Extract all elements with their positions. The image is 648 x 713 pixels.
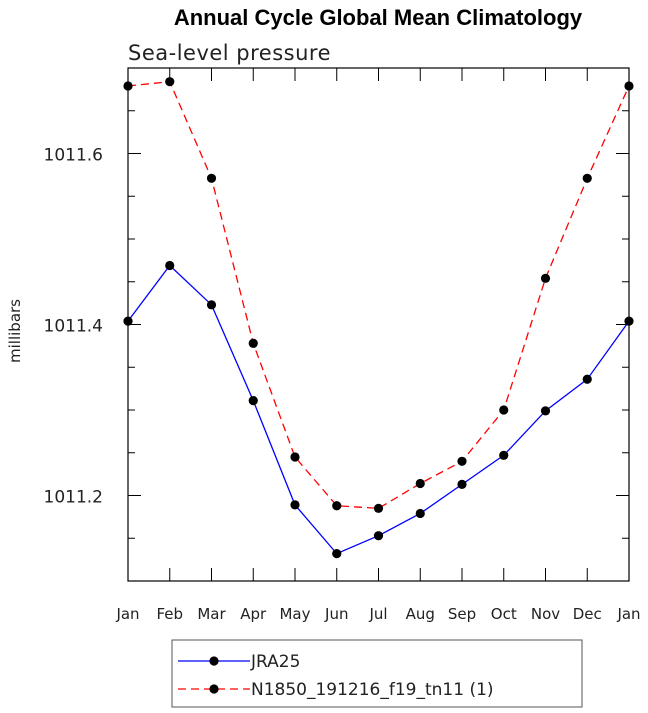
data-point [248,338,258,348]
data-point [332,549,342,559]
series-line [127,80,630,509]
y-tick-label: 1011.6 [44,146,103,166]
chart-subtitle: Sea-level pressure [128,41,331,65]
data-point [290,452,300,462]
data-point [123,81,133,91]
data-point [123,316,133,326]
x-tick-label: Aug [406,605,435,623]
data-point [165,77,175,87]
data-point [499,450,509,460]
x-tick-label: Jan [115,605,139,623]
y-tick-label: 1011.4 [44,317,103,337]
legend-label-1: JRA25 [250,652,300,672]
x-tick-label: Sep [448,605,476,623]
data-point [582,374,592,384]
y-tick-labels: 1011.2 1011.4 1011.6 [44,146,103,508]
legend-marker-1 [209,656,219,666]
legend-label-2: N1850_191216_f19_tn11 (1) [251,680,494,700]
data-point [624,81,634,91]
data-point [206,300,217,310]
data-point [415,508,425,519]
series-layer [123,77,634,559]
data-point [415,478,425,489]
data-point [165,260,175,271]
data-point [332,501,342,511]
data-point [373,531,384,541]
data-point [373,503,384,513]
data-point [290,500,300,510]
data-point [206,173,217,183]
data-point [582,173,592,183]
x-tick-label: Jul [368,605,387,623]
x-tick-label: Jun [324,605,348,623]
x-tick-label: Nov [531,605,560,623]
data-point [457,456,467,466]
x-tick-labels: Jan Feb Mar Apr May Jun Jul Aug Sep Oct Nov Dec Jan [115,605,640,623]
legend-box [171,639,583,708]
series-1 [123,260,634,559]
data-point [457,479,467,489]
series-2 [123,77,634,513]
x-tick-label: Jan [616,605,640,623]
x-tick-label: May [279,605,310,623]
chart-title: Annual Cycle Global Mean Climatology [174,5,583,30]
data-point [499,405,509,415]
x-tick-label: Oct [491,605,517,623]
legend: JRA25 N1850_191216_f19_tn11 (1) [171,639,583,708]
data-point [624,316,634,326]
x-tick-label: Apr [240,605,267,623]
y-axis-label: millibars [6,299,24,363]
x-tick-label: Dec [573,605,602,623]
x-tick-label: Mar [197,605,226,623]
data-point [540,273,551,283]
x-tick-label: Feb [156,605,183,623]
data-point [540,406,551,416]
legend-marker-2 [209,684,219,694]
y-tick-label: 1011.2 [44,488,103,508]
data-point [248,395,258,406]
